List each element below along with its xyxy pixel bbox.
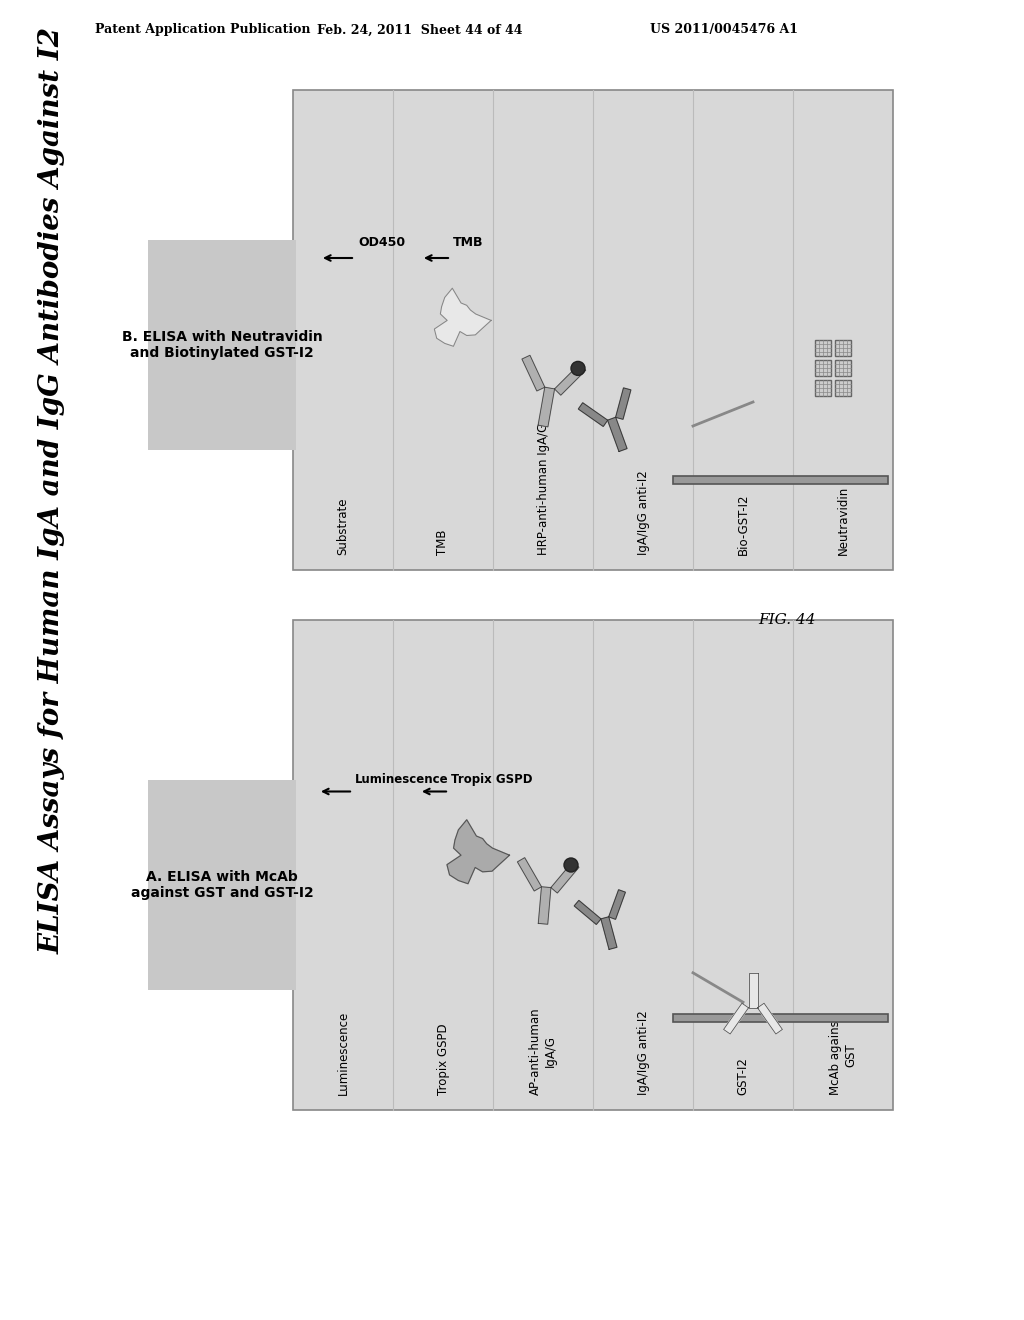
- Text: Tropix GSPD: Tropix GSPD: [436, 1023, 450, 1096]
- Text: Luminescence: Luminescence: [337, 1011, 349, 1096]
- Text: McAb against
GST: McAb against GST: [829, 1015, 857, 1096]
- Polygon shape: [539, 387, 555, 426]
- Bar: [148, 780, 296, 990]
- Polygon shape: [758, 1003, 782, 1034]
- Bar: [293, 90, 893, 570]
- Bar: [815, 360, 831, 376]
- Polygon shape: [601, 917, 616, 949]
- Polygon shape: [749, 973, 758, 1007]
- Bar: [835, 341, 851, 356]
- Circle shape: [571, 362, 585, 375]
- Polygon shape: [724, 1003, 749, 1034]
- Polygon shape: [522, 355, 545, 391]
- Polygon shape: [579, 403, 607, 426]
- Text: Bio-GST-I2: Bio-GST-I2: [736, 494, 750, 554]
- Text: US 2011/0045476 A1: US 2011/0045476 A1: [650, 24, 798, 37]
- Bar: [293, 620, 893, 1110]
- Text: TMB: TMB: [436, 529, 450, 554]
- Polygon shape: [517, 858, 542, 891]
- Text: ELISA Assays for Human IgA and IgG Antibodies Against I2: ELISA Assays for Human IgA and IgG Antib…: [39, 26, 66, 953]
- Text: IgA/IgG anti-I2: IgA/IgG anti-I2: [637, 470, 649, 554]
- Text: Neutravidin: Neutravidin: [837, 486, 850, 554]
- Text: FIG. 44: FIG. 44: [758, 612, 815, 627]
- Bar: [673, 475, 888, 483]
- Polygon shape: [574, 900, 601, 924]
- Text: IgA/IgG anti-I2: IgA/IgG anti-I2: [637, 1010, 649, 1096]
- Text: Patent Application Publication: Patent Application Publication: [95, 24, 310, 37]
- Polygon shape: [446, 820, 510, 883]
- Text: GST-I2: GST-I2: [736, 1057, 750, 1096]
- Polygon shape: [551, 862, 579, 894]
- Bar: [835, 380, 851, 396]
- Text: Luminescence: Luminescence: [355, 774, 449, 785]
- Polygon shape: [607, 417, 627, 451]
- Circle shape: [564, 858, 578, 873]
- Text: AP-anti-human
IgA/G: AP-anti-human IgA/G: [529, 1007, 557, 1096]
- Text: B. ELISA with Neutravidin
and Biotinylated GST-I2: B. ELISA with Neutravidin and Biotinylat…: [122, 330, 323, 360]
- Polygon shape: [555, 364, 586, 395]
- Text: HRP-anti-human IgA/G: HRP-anti-human IgA/G: [537, 422, 550, 554]
- Polygon shape: [539, 887, 551, 924]
- Text: A. ELISA with McAb
against GST and GST-I2: A. ELISA with McAb against GST and GST-I…: [131, 870, 313, 900]
- Bar: [673, 1014, 888, 1022]
- Text: Substrate: Substrate: [337, 498, 349, 554]
- Text: Feb. 24, 2011  Sheet 44 of 44: Feb. 24, 2011 Sheet 44 of 44: [317, 24, 522, 37]
- Bar: [815, 341, 831, 356]
- Polygon shape: [608, 890, 626, 919]
- Text: OD450: OD450: [358, 236, 406, 249]
- Text: Tropix GSPD: Tropix GSPD: [451, 774, 532, 785]
- Polygon shape: [434, 288, 492, 346]
- Text: TMB: TMB: [453, 236, 483, 249]
- Bar: [148, 240, 296, 450]
- Bar: [815, 380, 831, 396]
- Bar: [835, 360, 851, 376]
- Polygon shape: [615, 388, 631, 420]
